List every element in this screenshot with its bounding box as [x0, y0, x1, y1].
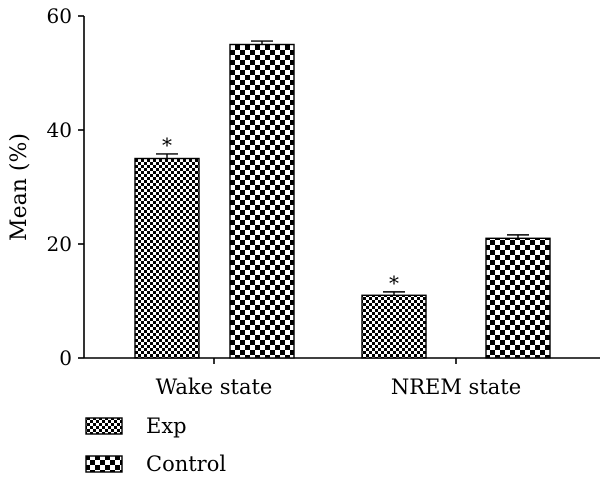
legend-swatch-exp — [85, 417, 123, 435]
bar-exp-0 — [134, 157, 200, 359]
significance-marker: * — [162, 133, 172, 157]
bar-exp-1 — [361, 294, 427, 359]
y-tick-label: 60 — [47, 4, 72, 28]
legend-label-control: Control — [146, 452, 226, 476]
bar-control-0 — [229, 43, 295, 359]
category-label: Wake state — [156, 375, 273, 399]
bars: ** — [134, 40, 551, 359]
bar-control-1 — [485, 237, 551, 359]
significance-marker: * — [389, 271, 399, 295]
legend-swatch-control — [85, 455, 123, 473]
y-tick-label: 40 — [47, 118, 72, 142]
y-tick-label: 0 — [59, 346, 72, 370]
category-labels: Wake state NREM state — [156, 375, 522, 399]
x-axis — [84, 357, 600, 364]
y-axis: 0 20 40 60 — [47, 4, 85, 370]
y-axis-title: Mean (%) — [7, 133, 32, 241]
category-label: NREM state — [391, 375, 521, 399]
legend: Exp Control — [85, 414, 226, 476]
legend-label-exp: Exp — [146, 414, 187, 438]
y-tick-label: 20 — [47, 232, 72, 256]
